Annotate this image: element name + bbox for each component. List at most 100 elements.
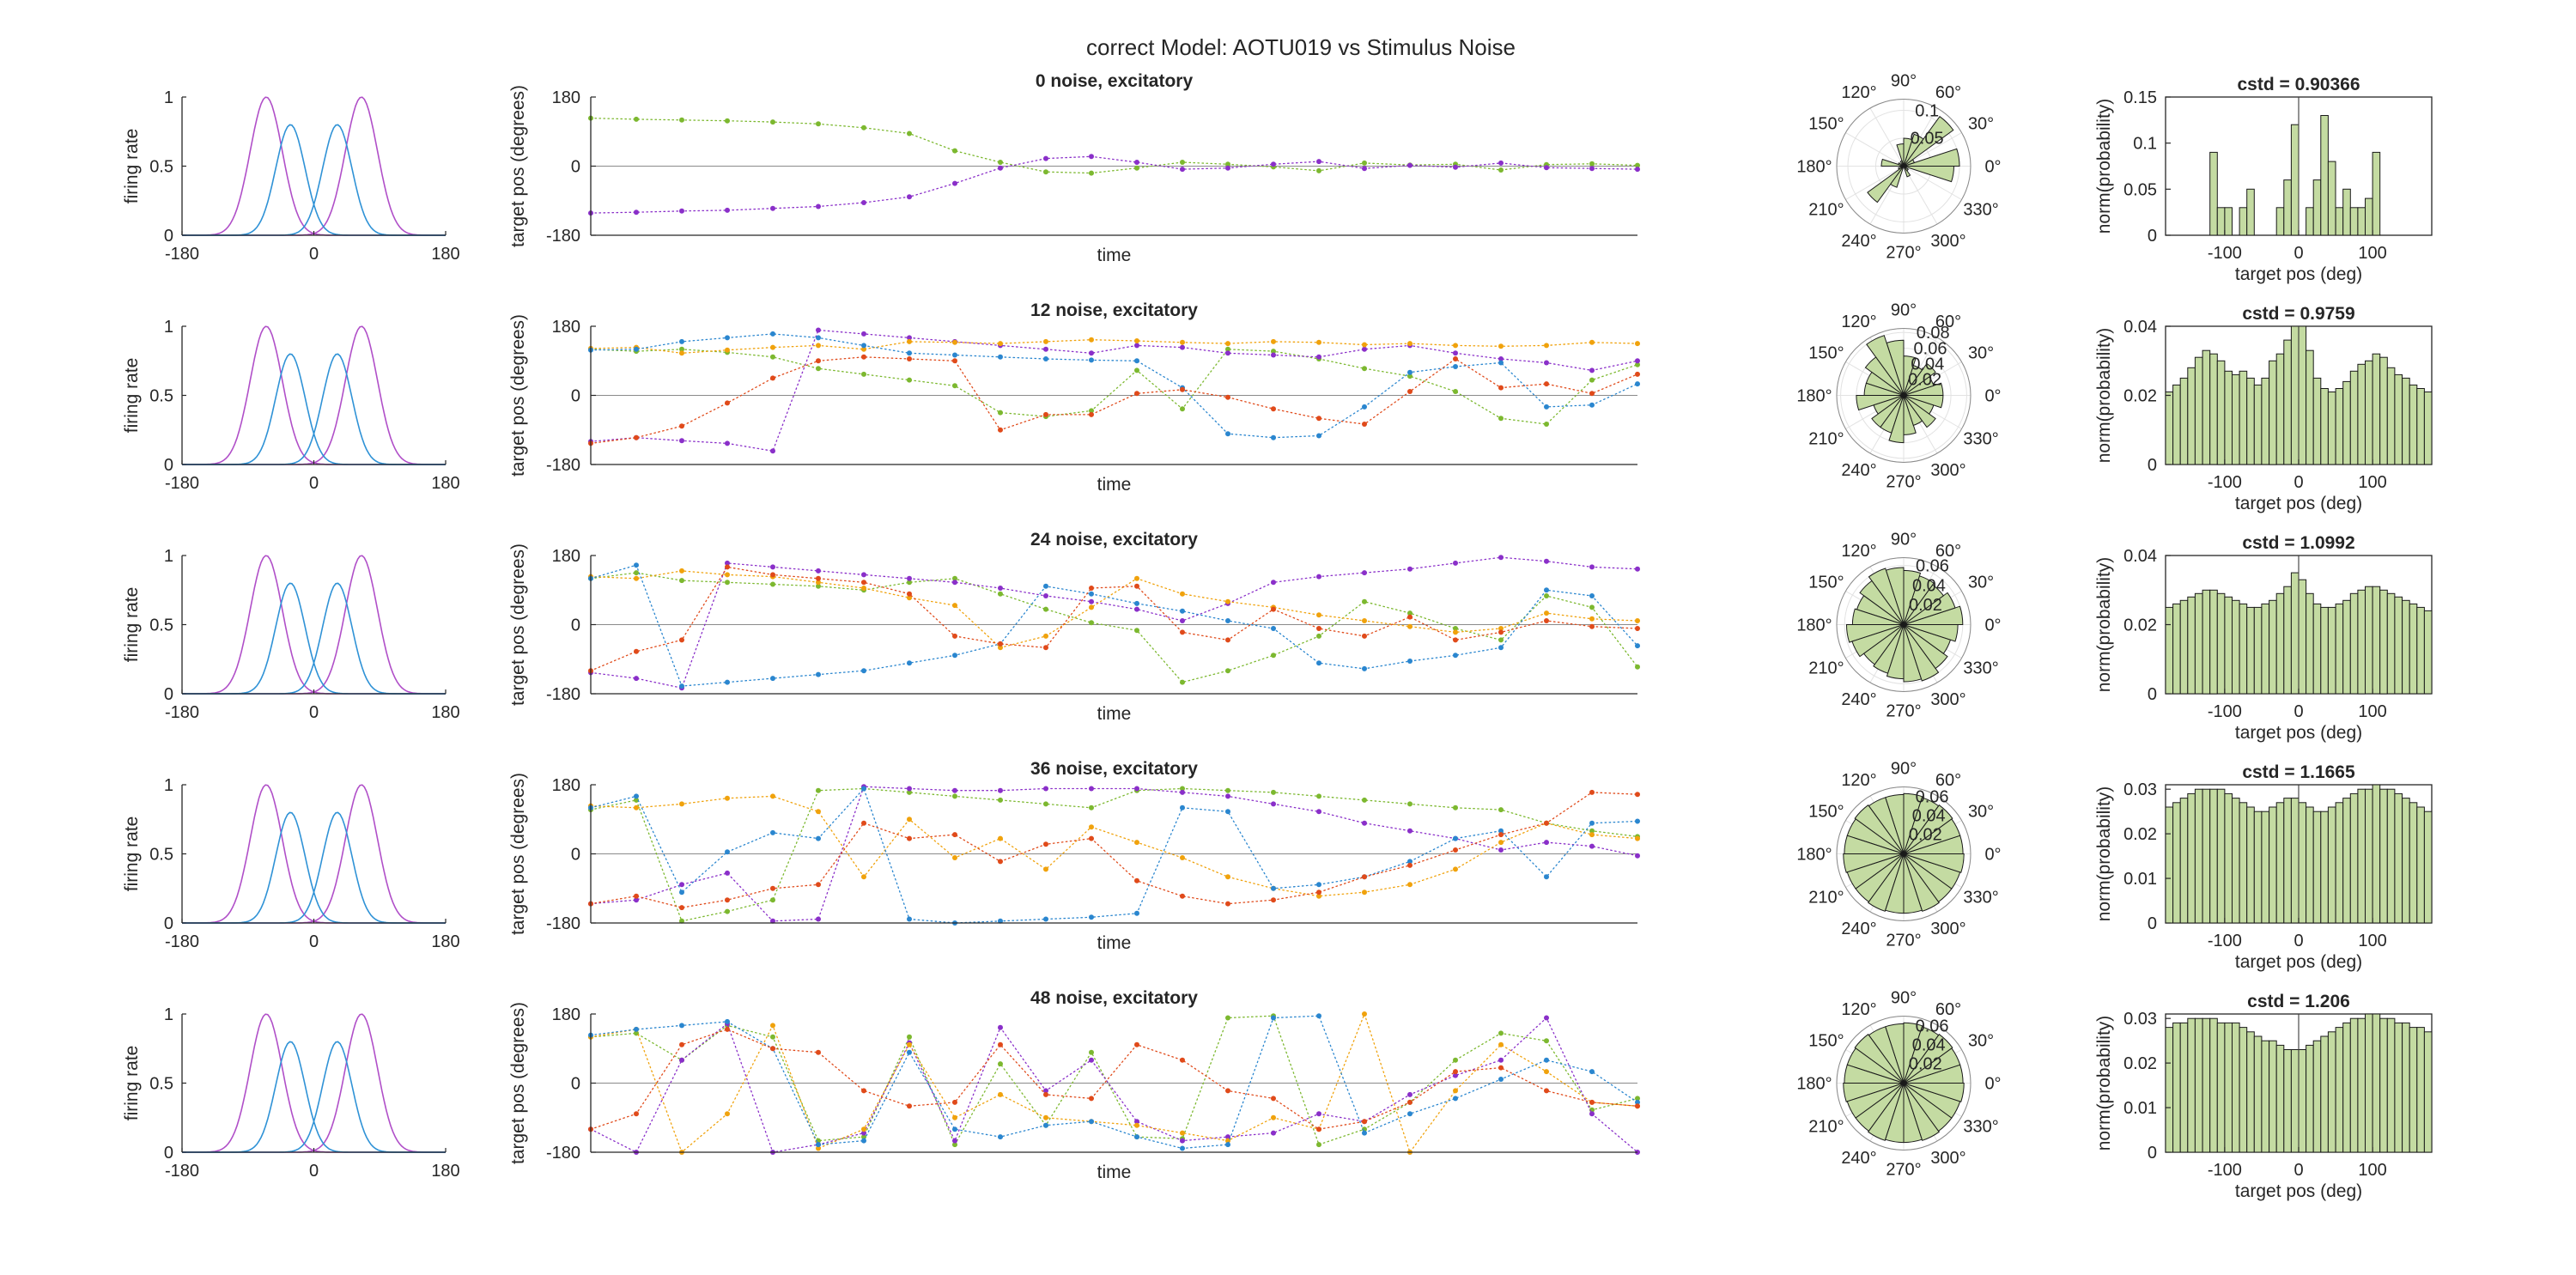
trace-point	[1180, 406, 1185, 412]
trace-point	[1043, 866, 1048, 872]
trace-point	[679, 350, 684, 356]
trace-point	[1453, 389, 1458, 394]
tuning-y-tick-label: 0.5	[149, 158, 173, 177]
trace-point	[816, 1142, 821, 1148]
trace-point	[1225, 394, 1230, 400]
trace-point	[1635, 162, 1640, 168]
histogram-bar	[2261, 377, 2269, 465]
histogram-bar	[2416, 1027, 2425, 1153]
trace-point	[725, 335, 730, 341]
traces-panel: -180 0 180 time target pos (degrees) 48 noise…	[508, 988, 1640, 1182]
trace-point	[1134, 367, 1139, 373]
trace-point	[634, 434, 639, 440]
histogram-y-label: norm(probability)	[2094, 1016, 2114, 1151]
histogram-bar	[2416, 606, 2425, 695]
trace-line-0	[590, 1015, 1638, 1146]
trace-point	[816, 787, 821, 793]
histogram-bar	[2365, 788, 2373, 924]
traces-x-label: time	[1097, 246, 1132, 265]
trace-point	[1544, 1015, 1549, 1021]
trace-point	[1453, 653, 1458, 659]
histogram-bar	[2386, 788, 2396, 924]
trace-point	[1362, 342, 1367, 348]
trace-point	[1407, 659, 1413, 664]
trace-point	[1453, 560, 1458, 566]
histogram-x-label: target pos (deg)	[2235, 494, 2362, 513]
trace-point	[679, 905, 684, 911]
trace-point	[1362, 665, 1367, 671]
histogram-bar	[2298, 325, 2307, 465]
histogram-bar	[2232, 798, 2240, 924]
tuning-y-tick-label: 1	[164, 88, 173, 107]
histogram-bar	[2283, 339, 2292, 465]
histogram-bar	[2290, 572, 2300, 695]
trace-line-2	[590, 1012, 1638, 1154]
trace-point	[907, 1103, 912, 1109]
trace-point	[1635, 361, 1640, 367]
trace-point	[1498, 356, 1504, 361]
trace-point	[1635, 835, 1640, 841]
histogram-title: cstd = 1.206	[2247, 992, 2350, 1011]
histogram-bar	[2306, 592, 2314, 695]
trace-point	[1407, 610, 1413, 616]
histogram-y-tick-label: 0.05	[2123, 180, 2157, 199]
trace-point	[1089, 350, 1094, 356]
trace-point	[1589, 161, 1595, 167]
trace-point	[1316, 809, 1321, 815]
trace-point	[1180, 344, 1185, 350]
trace-point	[1407, 162, 1413, 168]
polar-bar	[1903, 395, 1944, 409]
histogram-bar	[2261, 603, 2269, 695]
trace-point	[679, 346, 684, 352]
trace-point	[1225, 1142, 1230, 1148]
trace-point	[816, 575, 821, 581]
trace-point	[952, 832, 957, 838]
trace-point	[1544, 1088, 1549, 1094]
trace-point	[1498, 807, 1504, 813]
histogram-bar	[2402, 377, 2410, 465]
traces-x-label: time	[1097, 933, 1132, 953]
trace-point	[1089, 804, 1094, 811]
trace-point	[1316, 612, 1321, 618]
trace-point	[1225, 1015, 1230, 1021]
trace-point	[770, 1023, 775, 1029]
trace-point	[1407, 373, 1413, 379]
trace-point	[1225, 341, 1230, 347]
trace-point	[1362, 570, 1367, 576]
traces-y-tick-label: -180	[546, 227, 580, 246]
tuning-y-tick-label: 1	[164, 776, 173, 795]
trace-point	[1589, 367, 1595, 373]
trace-point	[1498, 832, 1504, 838]
trace-point	[1453, 343, 1458, 349]
trace-point	[1043, 346, 1048, 352]
histogram-bar	[2290, 798, 2300, 924]
trace-point	[861, 586, 866, 591]
trace-point	[1589, 832, 1595, 838]
trace-point	[1544, 343, 1549, 349]
trace-point	[1589, 843, 1595, 849]
histogram-bar	[2320, 606, 2329, 695]
trace-point	[1316, 159, 1321, 165]
trace-point	[1089, 620, 1094, 626]
trace-point	[952, 1114, 957, 1120]
trace-point	[1134, 877, 1139, 883]
histogram-bar	[2216, 788, 2226, 924]
trace-point	[679, 889, 684, 896]
polar-bar	[1903, 624, 1948, 670]
traces-y-tick-label: 180	[552, 1005, 580, 1024]
trace-point	[1453, 866, 1458, 872]
trace-line-0	[590, 572, 1638, 683]
polar-bar	[1903, 166, 1909, 172]
trace-point	[1407, 1099, 1413, 1105]
polar-ring-label: 0.06	[1916, 1017, 1949, 1036]
trace-point	[1362, 797, 1367, 803]
trace-point	[1544, 360, 1549, 366]
polar-angle-label: 30°	[1968, 1032, 1994, 1051]
tuning-y-tick-label: 0.5	[149, 387, 173, 406]
trace-point	[1089, 1119, 1094, 1125]
trace-point	[725, 580, 730, 586]
polar-angle-label: 0°	[1984, 387, 2001, 406]
trace-point	[952, 1138, 957, 1144]
